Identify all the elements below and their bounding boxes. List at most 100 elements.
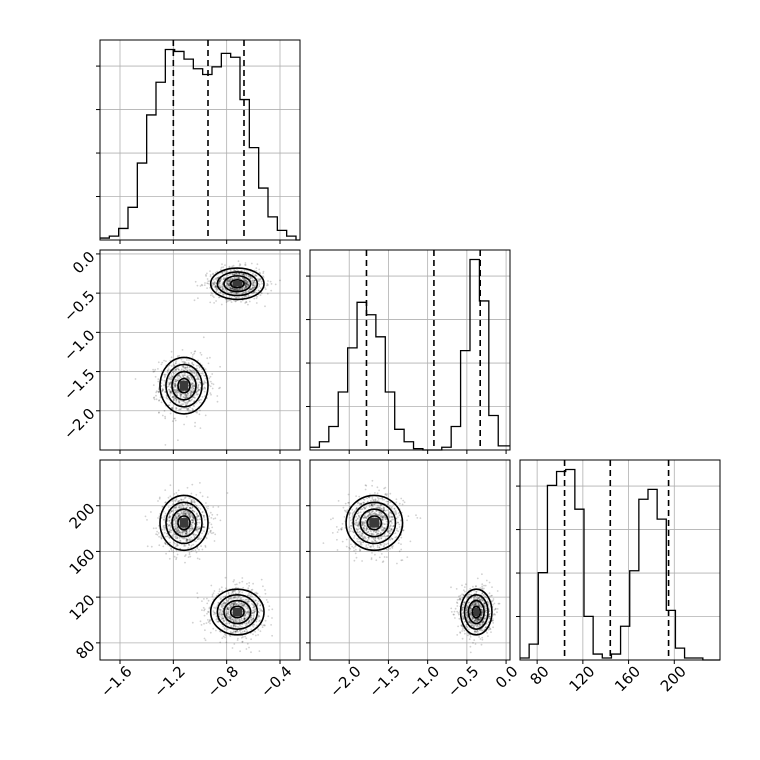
sample-point: [474, 643, 477, 645]
sample-point: [340, 528, 343, 531]
sample-point: [360, 534, 363, 537]
sample-point: [168, 530, 170, 533]
sample-point: [488, 595, 491, 598]
sample-point: [183, 537, 186, 540]
sample-point: [391, 545, 393, 548]
sample-point: [181, 505, 184, 507]
sample-point: [252, 603, 254, 606]
sample-point: [353, 523, 356, 525]
sample-point: [241, 577, 244, 579]
sample-point: [185, 395, 188, 397]
sample-point: [231, 590, 234, 593]
sample-point: [175, 556, 178, 559]
sample-point: [203, 622, 205, 625]
sample-point: [205, 506, 208, 508]
sample-point: [237, 603, 240, 606]
sample-point: [366, 515, 369, 518]
sample-point: [383, 516, 386, 519]
sample-point: [238, 602, 241, 604]
sample-point: [208, 620, 211, 623]
sample-point: [179, 540, 182, 542]
sample-point: [169, 390, 172, 393]
sample-point: [236, 629, 239, 632]
sample-point: [173, 364, 176, 367]
sample-point: [347, 501, 350, 504]
sample-point: [207, 533, 209, 535]
sample-point: [244, 617, 246, 620]
sample-point: [381, 526, 384, 529]
sample-point: [245, 604, 248, 607]
sample-point: [172, 376, 174, 378]
sample-point: [257, 289, 260, 292]
sample-point: [189, 369, 192, 372]
sample-point: [469, 613, 472, 616]
sample-point: [483, 617, 486, 620]
sample-point: [374, 502, 377, 505]
sample-point: [225, 599, 228, 601]
sample-point: [372, 513, 374, 516]
sample-point: [190, 370, 193, 372]
sample-point: [183, 511, 186, 513]
sample-point: [358, 548, 361, 551]
sample-point: [381, 535, 384, 538]
sample-point: [191, 362, 193, 365]
sample-point: [356, 522, 358, 525]
sample-point: [204, 639, 207, 642]
sample-point: [253, 297, 256, 300]
sample-point: [247, 283, 250, 286]
sample-point: [465, 611, 468, 614]
sample-point: [184, 396, 187, 399]
sample-point: [179, 396, 182, 399]
sample-point: [362, 517, 365, 519]
sample-point: [387, 501, 389, 503]
sample-point: [190, 507, 192, 509]
sample-point: [190, 376, 193, 379]
sample-point: [385, 494, 388, 497]
sample-point: [217, 601, 220, 604]
sample-point: [242, 277, 244, 280]
sample-point: [349, 516, 351, 519]
sample-point: [492, 603, 494, 606]
sample-point: [378, 513, 381, 516]
sample-point: [348, 546, 350, 549]
sample-point: [236, 620, 239, 623]
sample-point: [168, 524, 171, 527]
sample-point: [474, 603, 476, 606]
sample-point: [226, 607, 229, 610]
sample-point: [245, 637, 248, 640]
sample-point: [258, 650, 261, 652]
sample-point: [230, 292, 233, 294]
sample-point: [192, 409, 195, 412]
sample-point: [395, 512, 398, 515]
sample-point: [254, 281, 257, 284]
sample-point: [245, 283, 248, 286]
sample-point: [195, 391, 198, 393]
sample-point: [483, 596, 486, 599]
sample-point: [473, 625, 475, 627]
sample-point: [247, 621, 250, 624]
density-panel-1-2: [306, 459, 511, 664]
sample-point: [183, 374, 186, 376]
sample-point: [191, 519, 193, 521]
sample-point: [247, 290, 249, 293]
sample-point: [176, 391, 179, 394]
sample-point: [244, 278, 247, 281]
sample-point: [383, 514, 385, 517]
sample-point: [215, 286, 217, 289]
sample-point: [201, 609, 203, 611]
sample-point: [250, 288, 253, 291]
sample-point: [246, 280, 249, 283]
sample-point: [252, 284, 254, 287]
sample-point: [195, 392, 198, 395]
sample-point: [188, 399, 191, 402]
sample-point: [174, 500, 177, 503]
sample-point: [381, 519, 384, 522]
sample-point: [381, 561, 384, 563]
sample-point: [369, 493, 371, 496]
sample-point: [189, 371, 192, 373]
sample-point: [219, 365, 221, 368]
sample-point: [185, 396, 188, 399]
sample-point: [244, 285, 247, 287]
sample-point: [182, 509, 185, 512]
sample-point: [247, 283, 250, 285]
